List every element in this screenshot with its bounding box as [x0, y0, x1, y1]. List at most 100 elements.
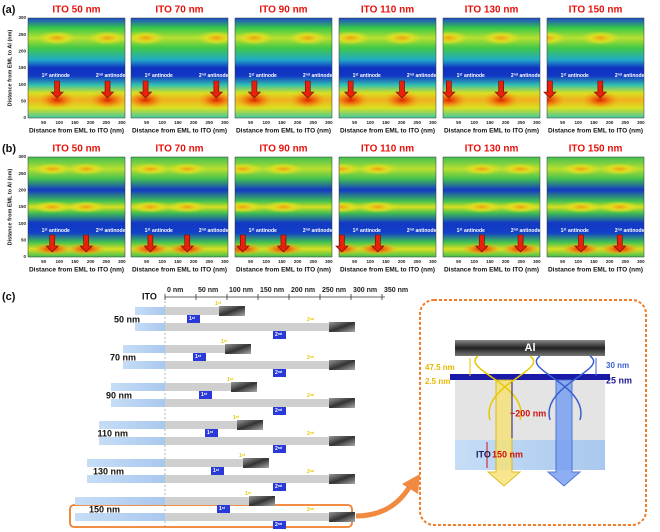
x-tick-label: 200 — [294, 259, 302, 264]
x-tick-label: 100 — [159, 259, 167, 264]
antinode-arrow — [247, 80, 262, 99]
order-mark: 2nd — [307, 393, 314, 399]
order-badge — [273, 445, 286, 453]
x-tick-label: 300 — [637, 120, 645, 125]
x-tick-label: 100 — [56, 259, 64, 264]
heatmap — [547, 18, 644, 118]
antinode-label: 1st antinode — [561, 72, 589, 79]
x-tick-label: 200 — [87, 120, 95, 125]
x-tick-label: 200 — [190, 120, 198, 125]
heatmap — [339, 157, 436, 257]
x-tick-label: 150 — [590, 259, 598, 264]
heatmap — [131, 157, 228, 257]
hotspot — [167, 163, 208, 175]
x-tick-label: 200 — [606, 120, 614, 125]
antinode-label: 2nd antinode — [199, 227, 229, 234]
antinode-word: antinode — [256, 228, 277, 234]
reflector-block — [329, 474, 355, 484]
mark-number: 2 — [307, 393, 310, 399]
ito-bar — [87, 459, 165, 467]
x-tick-label: 150 — [382, 259, 390, 264]
mark-sup: nd — [310, 507, 314, 511]
x-tick-label: 150 — [382, 120, 390, 125]
hotspot — [599, 163, 640, 175]
antinode-arrow — [513, 234, 528, 253]
y-tick-label: 200 — [18, 188, 26, 193]
axis-tick-label: 100 nm — [229, 287, 253, 294]
hotspot — [500, 201, 540, 213]
x-axis-label: Distance from EML to ITO (nm) — [444, 128, 539, 135]
x-tick-label: 100 — [367, 259, 375, 264]
x-tick-label: 300 — [221, 259, 229, 264]
x-tick-label: 150 — [590, 120, 598, 125]
antinode-word: antinode — [568, 228, 589, 234]
order-badge-label: 2nd — [275, 332, 282, 338]
hotspot — [547, 31, 567, 45]
mark-sup: nd — [310, 355, 314, 359]
x-tick-label: 50 — [456, 259, 462, 264]
hotspot — [131, 31, 166, 45]
layer-bar — [165, 497, 275, 505]
antinode-label: 2nd antinode — [407, 72, 437, 79]
x-axis-label: Distance from EML to ITO (nm) — [29, 267, 124, 274]
heatmap — [339, 18, 436, 118]
x-tick-label: 200 — [398, 259, 406, 264]
hotspot — [382, 91, 423, 109]
x-tick-label: 150 — [278, 120, 286, 125]
heatmap-frame — [546, 17, 645, 119]
x-tick-label: 200 — [606, 259, 614, 264]
antinode-label: 1st antinode — [249, 72, 277, 79]
x-tick-label: 100 — [263, 120, 271, 125]
antinode-number: 2 — [199, 73, 202, 79]
ito-bar — [99, 421, 165, 429]
plot-title: ITO 90 nm — [259, 144, 307, 155]
x-tick-label: 250 — [621, 120, 629, 125]
y-tick-label: 150 — [18, 65, 26, 70]
antinode-label: 2nd antinode — [615, 227, 645, 234]
antinode-sup: nd — [202, 227, 206, 231]
row-label: 70 nm — [110, 352, 136, 362]
antinode-label: 2nd antinode — [615, 72, 645, 79]
hotspot — [131, 201, 171, 213]
order-badge-label: 1st — [219, 506, 226, 512]
heatmap — [28, 157, 125, 257]
blue-wave — [548, 355, 595, 421]
antinode-number: 2 — [511, 228, 514, 234]
y-tick-label: 0 — [23, 115, 26, 120]
badge-sup: nd — [278, 484, 282, 488]
ito-bar — [123, 345, 165, 353]
antinode-sup: nd — [202, 72, 206, 76]
hotspot — [580, 91, 621, 109]
x-tick-label: 150 — [71, 120, 79, 125]
mark-number: 2 — [307, 355, 310, 361]
order-badge — [205, 429, 218, 437]
heatmap-frame — [338, 156, 437, 258]
order-badge-label: 1st — [213, 468, 220, 474]
antinode-label: 1st antinode — [42, 72, 70, 79]
reflector-block — [225, 344, 251, 354]
antinode-number: 2 — [407, 228, 410, 234]
antinode-number: 2 — [303, 228, 306, 234]
x-tick-label: 200 — [398, 120, 406, 125]
heatmap-frame — [130, 156, 229, 258]
reflector-block — [329, 360, 355, 370]
heatmap-frame — [442, 17, 541, 119]
antinode-sup: nd — [410, 72, 414, 76]
x-tick-label: 100 — [471, 259, 479, 264]
hotspot — [599, 201, 640, 213]
hotspot — [87, 91, 125, 109]
order-badge-label: 2nd — [275, 484, 282, 490]
antinode-label: 2nd antinode — [199, 72, 229, 79]
x-axis-label: Distance from EML to ITO (nm) — [548, 128, 643, 135]
x-tick-label: 100 — [367, 120, 375, 125]
connector-arrow — [355, 484, 413, 519]
layer-bar — [165, 513, 355, 521]
x-tick-label: 250 — [517, 259, 525, 264]
hotspot — [235, 31, 275, 45]
antinode-word: antinode — [464, 228, 485, 234]
x-axis-label: Distance from EML to ITO (nm) — [236, 128, 331, 135]
ito-bar — [75, 513, 165, 521]
eml-layer — [450, 374, 610, 380]
x-tick-label: 250 — [309, 120, 317, 125]
